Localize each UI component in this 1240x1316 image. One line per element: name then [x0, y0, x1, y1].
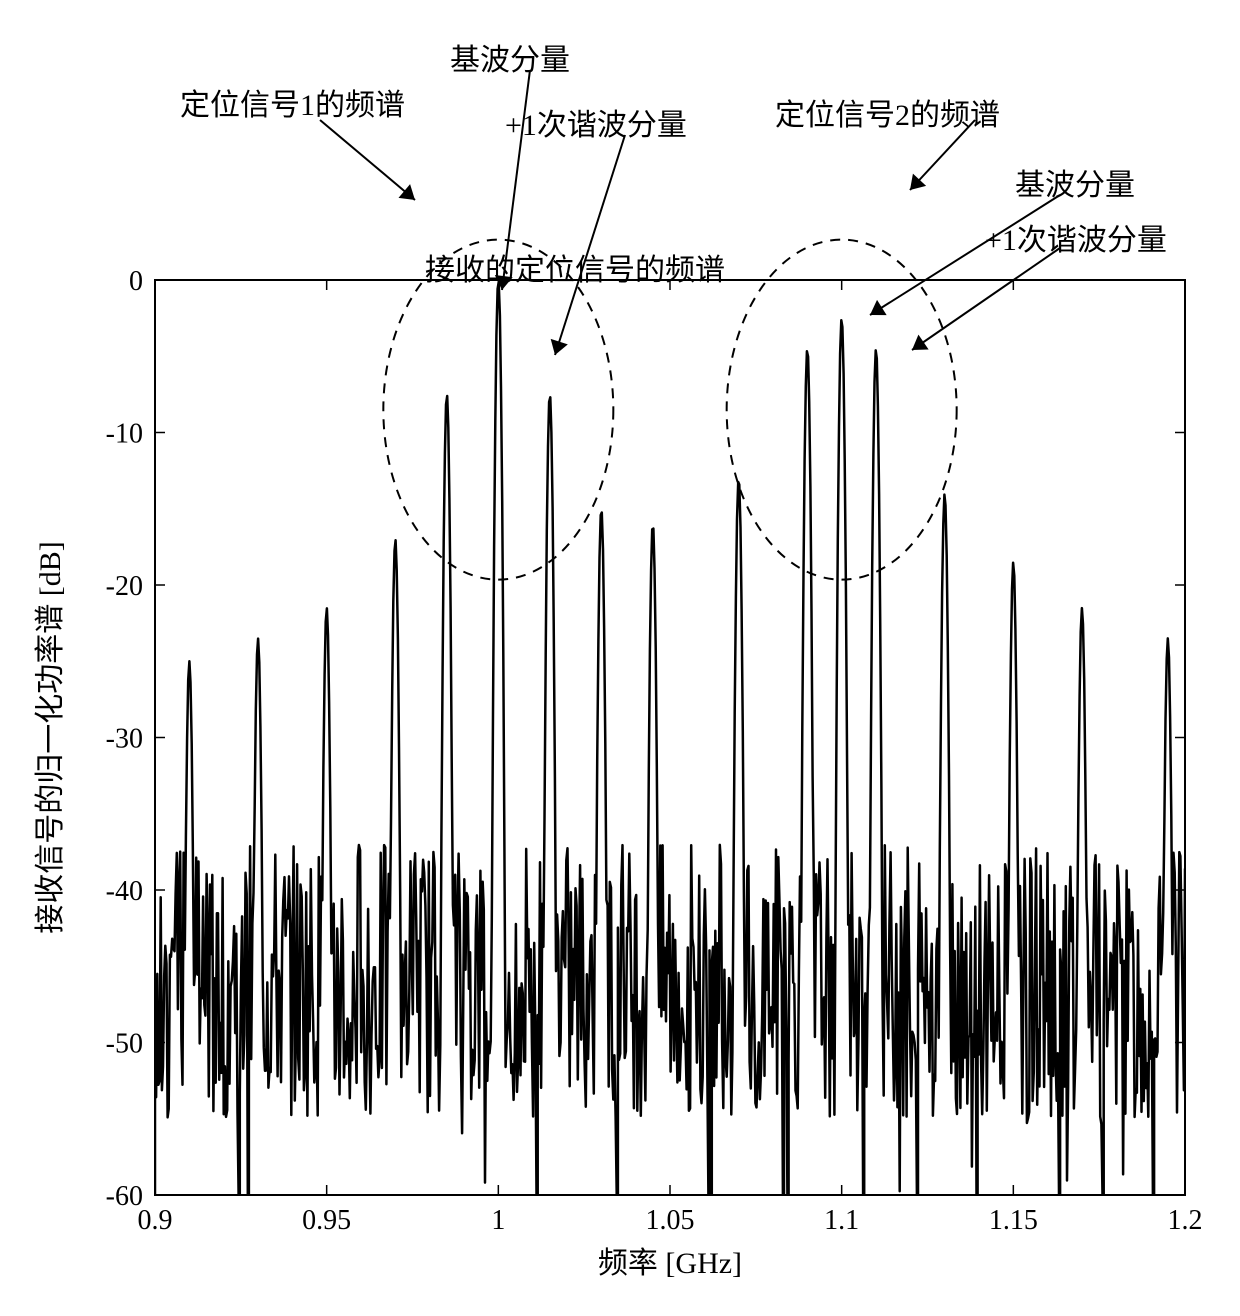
svg-text:-10: -10	[106, 419, 143, 450]
svg-text:-40: -40	[106, 876, 143, 907]
ann-spectrum2: 定位信号2的频谱	[775, 90, 1000, 134]
svg-text:-20: -20	[106, 571, 143, 602]
svg-text:1.1: 1.1	[824, 1205, 859, 1236]
figure: 0.90.9511.051.11.151.2-60-50-40-30-20-10…	[0, 0, 1240, 1316]
svg-text:-60: -60	[106, 1181, 143, 1212]
svg-text:1.2: 1.2	[1168, 1205, 1203, 1236]
svg-text:接收信号的归一化功率谱 [dB]: 接收信号的归一化功率谱 [dB]	[34, 541, 67, 934]
svg-text:0.95: 0.95	[302, 1205, 351, 1236]
svg-text:1.15: 1.15	[989, 1205, 1038, 1236]
ann-harmonic-2: +1次谐波分量	[985, 215, 1167, 259]
ann-spectrum1: 定位信号1的频谱	[180, 80, 405, 124]
svg-text:-50: -50	[106, 1029, 143, 1060]
svg-text:1.05: 1.05	[646, 1205, 695, 1236]
ann-harmonic-1: +1次谐波分量	[505, 100, 687, 144]
ann-fundamental-2: 基波分量	[1015, 160, 1135, 204]
svg-text:1: 1	[491, 1205, 505, 1236]
svg-text:0: 0	[129, 266, 143, 297]
svg-text:频率 [GHz]: 频率 [GHz]	[598, 1247, 742, 1280]
plot-inner-title: 接收的定位信号的频谱	[425, 245, 725, 289]
ann-fundamental-1: 基波分量	[450, 35, 570, 79]
svg-text:-30: -30	[106, 724, 143, 755]
